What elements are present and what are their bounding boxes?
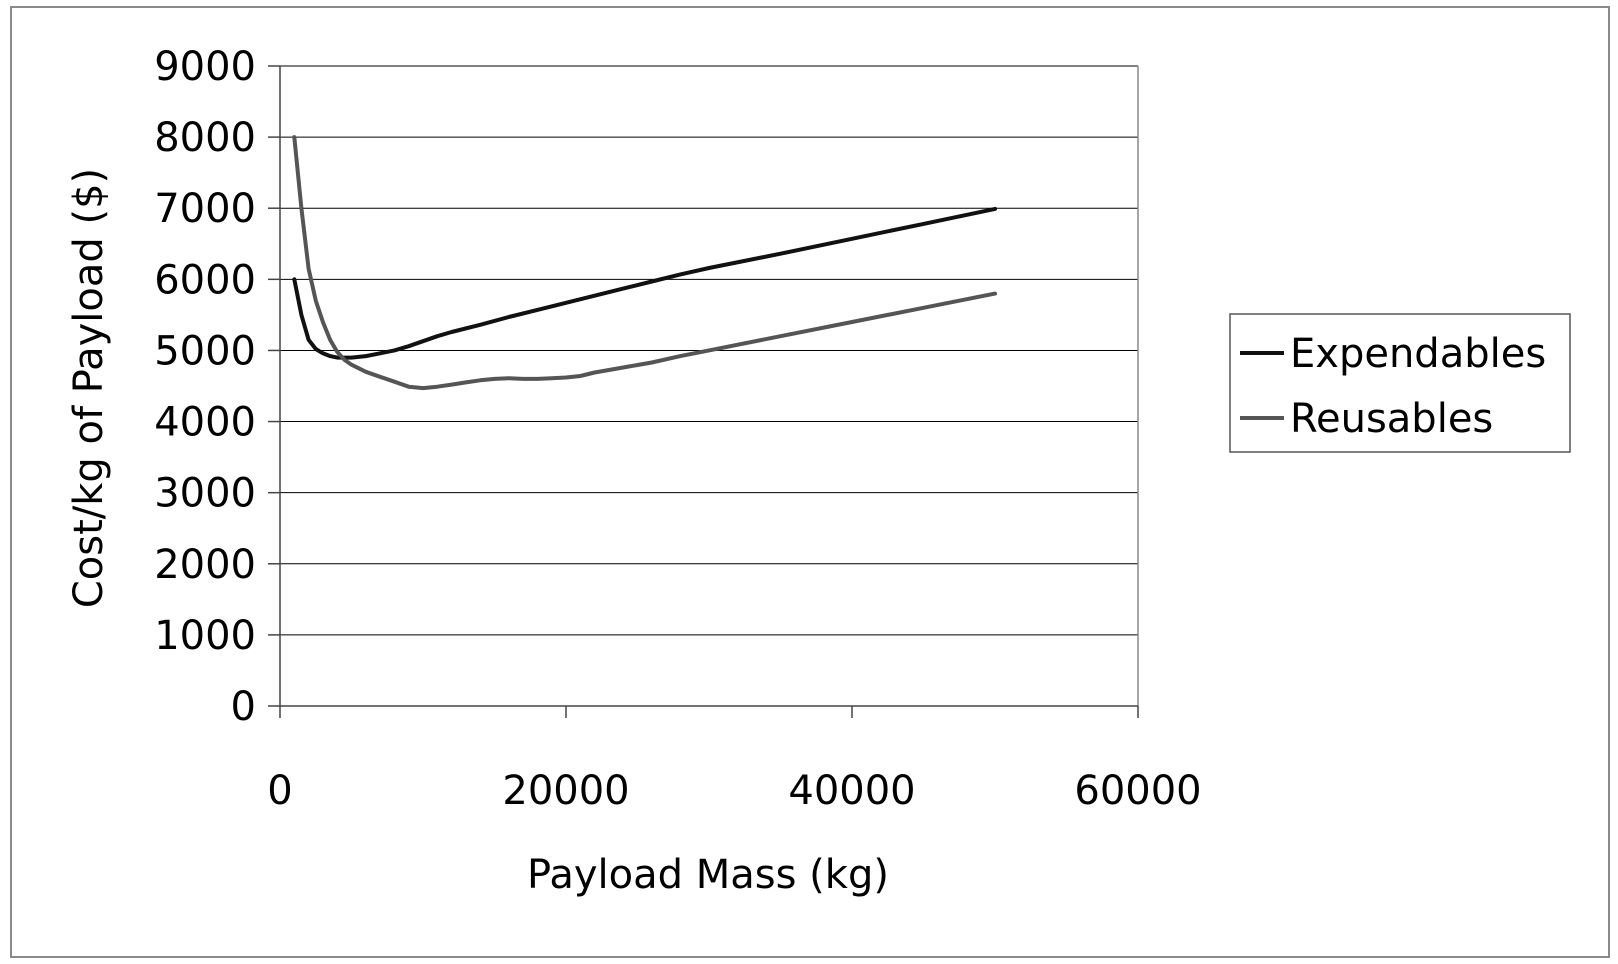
y-axis-title: Cost/kg of Payload ($) bbox=[66, 168, 112, 608]
y-tick-label-7000: 7000 bbox=[154, 186, 256, 232]
y-tick-label-2000: 2000 bbox=[154, 542, 256, 588]
y-tick-label-6000: 6000 bbox=[154, 257, 256, 303]
series-line-expendables bbox=[292, 206, 997, 360]
series-lines bbox=[292, 135, 997, 391]
y-tick-label-3000: 3000 bbox=[154, 471, 256, 517]
chart-frame: 0 1000 2000 3000 4000 5000 6000 7000 8000 9000 0 2… bbox=[10, 6, 1610, 958]
x-tick-label-20000: 20000 bbox=[502, 768, 629, 814]
legend-label-reusables: Reusables bbox=[1290, 396, 1493, 442]
x-tick-label-40000: 40000 bbox=[788, 768, 915, 814]
y-tick-label-4000: 4000 bbox=[154, 400, 256, 446]
x-tick-labels: 0 20000 40000 60000 bbox=[267, 768, 1201, 814]
legend-box bbox=[1229, 313, 1571, 453]
line-chart: 0 1000 2000 3000 4000 5000 6000 7000 8000 9000 0 2… bbox=[66, 44, 1571, 898]
legend: Expendables Reusables bbox=[1229, 313, 1571, 453]
y-tick-label-0: 0 bbox=[231, 684, 256, 730]
x-tick-label-0: 0 bbox=[267, 768, 292, 814]
y-tick-label-9000: 9000 bbox=[154, 44, 256, 90]
y-tick-label-1000: 1000 bbox=[154, 613, 256, 659]
series-line-reusables bbox=[292, 135, 997, 391]
axes bbox=[268, 65, 1139, 718]
y-tick-labels: 0 1000 2000 3000 4000 5000 6000 7000 8000 9000 bbox=[154, 44, 256, 730]
x-axis-title: Payload Mass (kg) bbox=[527, 852, 889, 898]
y-tick-label-5000: 5000 bbox=[154, 328, 256, 374]
legend-label-expendables: Expendables bbox=[1290, 331, 1546, 377]
y-tick-label-8000: 8000 bbox=[154, 115, 256, 161]
x-tick-label-60000: 60000 bbox=[1074, 768, 1201, 814]
